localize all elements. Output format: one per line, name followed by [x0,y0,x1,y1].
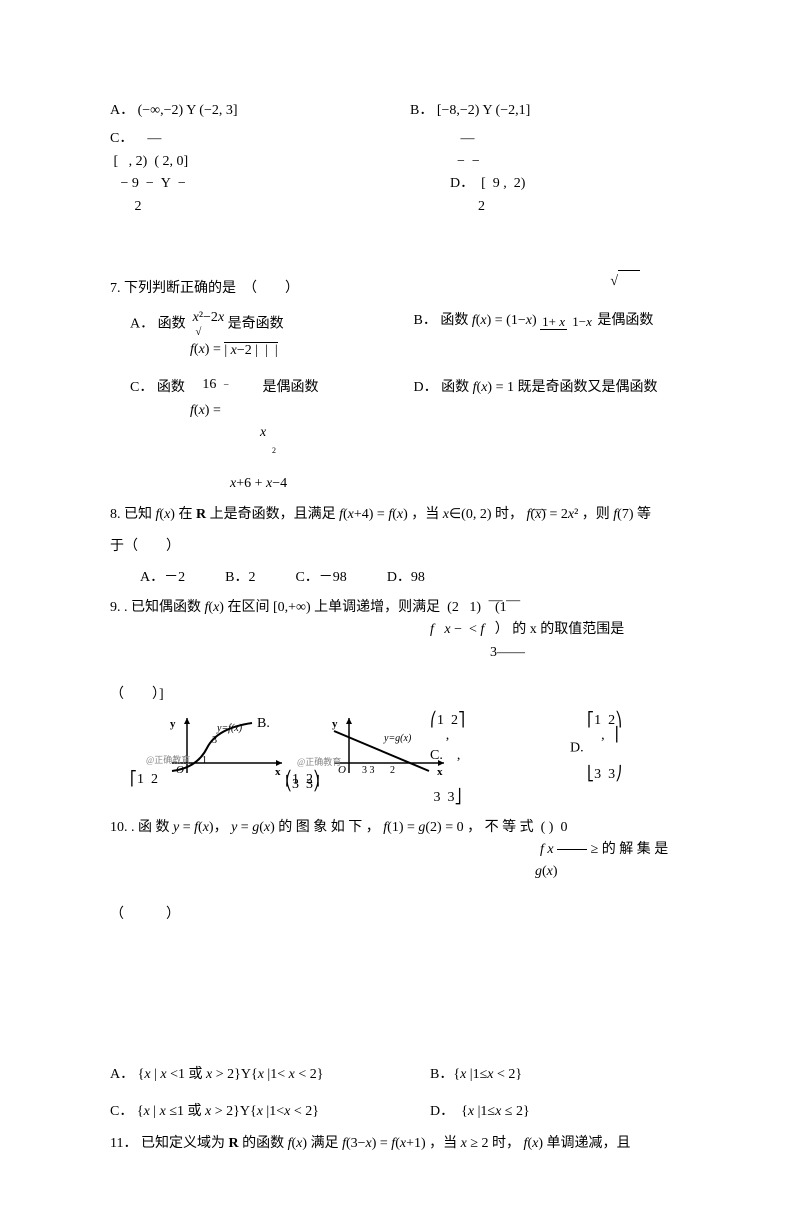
q10-options: A． {x | x <1 或 x > 2}Y{x |1< x < 2} B．{x… [110,1064,710,1086]
q8-text4: ，当 [411,507,443,522]
q10-t4: 的 解 集 是 [602,842,669,857]
q8-a: A．－2 [140,567,185,589]
exam-page: A． (−∞,−2) Y (−2, 3] B． [−8,−2) Y (−2,1]… [0,0,800,1205]
q9-opt-d: D. ⎡1 2⎞ , ⎟ ⎣3 3⎠ [570,713,622,783]
q6-options-row1: A． (−∞,−2) Y (−2, 3] B． [−8,−2) Y (−2,1] [110,100,710,122]
q6-opt-d: — − − D． [ 9 , 2) 2 [410,128,710,218]
spacer [110,926,710,1056]
q10-c: C． {x | x ≤1 或 x > 2}Y{x |1<x < 2} [110,1101,430,1123]
expr: [−8,−2) Y (−2,1] [437,103,530,118]
q10-t3: ， 不 等 式 [467,820,534,835]
svg-text:3 3: 3 3 [362,765,375,776]
q8-text5: 时， [495,507,523,522]
q8-text3: 上是奇函数，且满足 [210,507,340,522]
watermark-2: @正确教育 [297,755,341,769]
q8-text8: 于（ ） [110,536,710,558]
q7-text: 7. 下列判断正确的是 （ ） [110,281,299,296]
label: D． [414,380,438,395]
label: A． [130,317,154,332]
q10-num: 10. . [110,820,138,835]
q9-t1: 已知偶函数 [131,600,205,615]
q9-options-row: ⎡1 2 y x O 1 y=f(x) 3 @正确教育 B. ⎛1 2⎞ [110,713,710,813]
q11-t3: 满足 [311,1136,343,1151]
q8-text2: 在 [178,507,196,522]
svg-text:1: 1 [202,755,207,766]
q10-t2: 的 图 象 如 下 ， [278,820,383,835]
q11-t5: 时， [492,1136,524,1151]
text1: 函数 [441,380,469,395]
q9-t4: 的 x 的取值范围是 [512,622,624,637]
svg-text:y=g(x): y=g(x) [383,733,412,744]
q11-t2: 的函数 [242,1136,288,1151]
q9-opt-b: B. ⎛1 2⎞ y x O y=g(x) 2 3 3 @正确教育 ⎝3 3⎠ [265,713,454,791]
svg-text:2: 2 [390,765,395,776]
q8-d: D．98 [387,567,425,589]
q7-opt-d: D． 函数 f(x) = 1 既是奇函数又是偶函数 [414,377,694,399]
q10-b: B．{x |1≤x < 2} [430,1064,522,1086]
watermark: @正确教育 [146,753,190,767]
svg-text:y=f(x): y=f(x) [216,723,243,734]
q7-opt-b: B． 函数 f(x) = (1−x) 1+ x 1−x 是偶函数 [414,310,694,332]
q7-extra-expr: x+6 + x−4 [230,473,710,495]
q7-options: A． 函数 x²−2x √ 是奇函数 f(x) = | x−2 | | | B．… [130,310,710,495]
q6-opt-c: C． — [ , 2) ( 2, 0] − 9 − Y − 2 [110,128,410,218]
svg-text:y: y [332,718,338,730]
q10-d: D． {x |1≤x ≤ 2} [430,1101,530,1123]
svg-text:y: y [170,718,176,730]
q9-blank: （ ）] [110,684,710,706]
q7-opt-a: A． 函数 x²−2x √ 是奇函数 f(x) = | x−2 | | | [130,310,410,361]
text2: 是奇函数 [228,317,284,332]
q8-num: 8. [110,507,124,522]
q10-a: A． {x | x <1 或 x > 2}Y{x |1< x < 2} [110,1064,430,1086]
label: C． [130,380,153,395]
q8-text7: 等 [637,507,651,522]
label: A． [110,103,134,118]
label: C． [110,131,133,146]
label: B． [414,313,437,328]
q6-opt-b: B． [−8,−2) Y (−2,1] [410,100,670,122]
q8-text1: 已知 [124,507,156,522]
svg-text:3: 3 [212,735,217,746]
text1: 函数 [157,380,185,395]
q10-stem: 10. . 函 数 y = f(x)， y = g(x) 的 图 象 如 下 ，… [110,817,710,884]
q7-stem: 7. 下列判断正确的是 （ ） [110,278,710,300]
text2: 是偶函数 [597,313,653,328]
q9-t3: 上单调递增，则满足 [314,600,440,615]
q11-t6: 单调递减，且 [547,1136,631,1151]
q11-t1: 已知定义域为 [141,1136,229,1151]
text1: 函数 [440,313,472,328]
q9-num: 9. . [110,600,131,615]
label: B． [410,103,433,118]
q11-stem: 11． 已知定义域为 R 的函数 f(x) 满足 f(3−x) = f(x+1)… [110,1133,710,1155]
text2: 是偶函数 [262,380,318,395]
q8-b: B．2 [225,567,255,589]
q10-blank: （ ） [110,904,710,926]
q9-stem: 9. . 已知偶函数 f(x) 在区间 [0,+∞) 上单调递增，则满足 (2 … [110,597,710,664]
text2: 既是奇函数又是偶函数 [517,380,657,395]
sqrt-icon [610,270,640,293]
q7-opt-c: C． 函数 16 − 是偶函数 f(x) = x 2 [130,377,410,457]
q8-stem: 8. 已知 f(x) 在 R 上是奇函数，且满足 f(x+4) = f(x) ，… [110,504,710,526]
q11-t4: ，当 [429,1136,461,1151]
q8-c: C．－98 [295,567,346,589]
q9-t2: 在区间 [227,600,269,615]
q10-options-2: C． {x | x ≤1 或 x > 2}Y{x |1<x < 2} D． {x… [110,1101,710,1123]
q9-opt-c: ⎛1 2⎤ , C. , 3 3⎦ [430,713,465,806]
q10-t1: 函 数 [138,820,173,835]
q8-options: A．－2 B．2 C．－98 D．98 [140,567,710,589]
q8-text6: ，则 [582,507,614,522]
q6-options-row2: C． — [ , 2) ( 2, 0] − 9 − Y − 2 — − − D．… [110,128,710,218]
label: D． [450,176,474,191]
q6-opt-a: A． (−∞,−2) Y (−2, 3] [110,100,370,122]
text1: 函数 [158,317,186,332]
expr: (−∞,−2) Y (−2, 3] [138,103,238,118]
q11-num: 11． [110,1136,137,1151]
